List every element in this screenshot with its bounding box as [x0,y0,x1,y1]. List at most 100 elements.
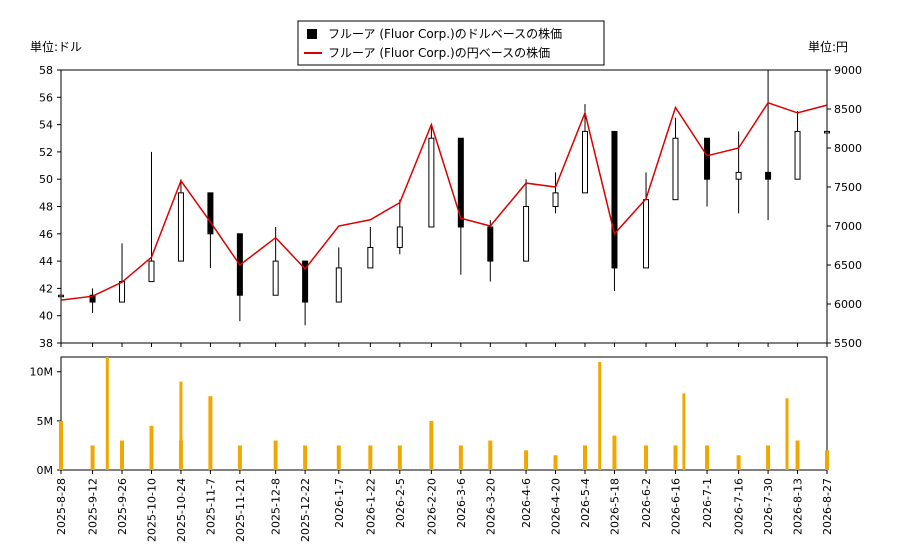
volume-bar [429,420,434,470]
left-tick-label: 58 [39,64,53,77]
candle-body [367,246,374,269]
volume-bar [303,445,308,470]
legend-dollar-marker [307,29,317,39]
volume-bar [705,445,710,470]
volume-bar [59,420,63,470]
x-tick-label: 2026-2-5 [394,478,407,528]
x-tick-label: 2026-7-16 [733,478,746,535]
left-tick-label: 40 [39,310,53,323]
volume-y-axis: 0M 5M 10M [30,366,61,477]
volume-bar [795,440,800,470]
candle-body [272,260,279,296]
volume-plot-frame [60,356,828,471]
legend: フルーア (Fluor Corp.)のドルベースの株価 フルーア (Fluor … [297,20,605,66]
candle-body [581,130,588,194]
candle-body [765,171,772,180]
x-tick-label: 2026-1-7 [333,478,346,528]
candle-body [611,130,618,269]
volume-tick-label: 10M [30,366,54,379]
volume-bar [120,440,125,470]
left-tick-label: 52 [39,146,53,159]
price-plot-frame [60,69,828,344]
x-axis: 2025-8-28 2025-9-12 2025-9-26 2025-10-10 202… [55,343,834,542]
right-unit-label: 単位:円 [808,39,848,54]
x-tick-label: 2025-9-26 [116,478,129,535]
volume-spike-bar [208,396,212,470]
legend-yen-label: フルーア (Fluor Corp.)の円ベースの株価 [328,45,550,60]
candle-body [643,199,650,269]
volume-tick-label: 0M [37,464,54,477]
volume-bar [458,445,463,470]
x-tick-label: 2026-3-6 [455,478,468,528]
right-tick-label: 6500 [834,259,862,272]
candle-body [457,137,464,228]
x-tick-label: 2026-4-20 [550,478,563,535]
volume-bar [825,450,829,470]
left-tick-label: 44 [39,255,53,268]
x-tick-label: 2026-6-16 [669,478,682,535]
candle-body [396,226,403,248]
right-tick-label: 5500 [834,337,862,350]
volume-bar [612,435,617,470]
price-candles [58,70,830,326]
volume-spike-bar [598,361,602,470]
x-tick-label: 2026-8-13 [792,478,805,535]
volume-bars [59,357,829,470]
x-tick-label: 2026-8-27 [821,478,834,535]
candle-body [552,192,559,208]
left-y-axis: 38 40 42 44 46 48 50 52 54 56 58 [39,64,61,350]
candle-body [58,294,64,298]
left-tick-label: 42 [39,282,53,295]
volume-bar [273,440,278,470]
legend-dollar-label: フルーア (Fluor Corp.)のドルベースの株価 [328,26,562,41]
x-tick-label: 2025-8-28 [55,478,68,535]
candle-body [207,192,214,235]
volume-bar [553,455,558,470]
candle-body [148,260,155,283]
x-tick-label: 2025-10-10 [145,478,158,542]
volume-bar [766,445,771,470]
volume-bar [397,445,402,470]
x-tick-label: 2026-1-22 [364,478,377,535]
left-unit-label: 単位:ドル [30,39,82,54]
x-tick-label: 2026-5-18 [608,478,621,535]
volume-bar [673,445,678,470]
volume-bar [237,445,242,470]
left-tick-label: 48 [39,201,53,214]
volume-bar [488,440,493,470]
volume-bar [736,455,741,470]
candle-body [177,192,184,262]
right-tick-label: 7000 [834,220,862,233]
yen-price-line [60,101,828,301]
candle-body [428,137,435,228]
x-tick-label: 2026-3-20 [484,478,497,535]
left-tick-label: 38 [39,337,53,350]
volume-bar [336,445,341,470]
candle-body [672,137,679,201]
candle-body [523,206,530,262]
volume-bar [582,445,587,470]
x-tick-label: 2026-5-4 [579,478,592,528]
volume-bar [644,445,649,470]
candle-body [735,171,742,180]
right-tick-label: 8500 [834,103,862,116]
volume-spike-bar [105,357,109,470]
candle-body [302,260,309,303]
x-tick-label: 2025-12-22 [299,478,312,542]
volume-bar [90,445,95,470]
left-tick-label: 54 [39,119,53,132]
x-tick-label: 2026-6-2 [640,478,653,528]
x-tick-label: 2025-12-8 [270,478,283,535]
right-tick-label: 7500 [834,181,862,194]
candle-body [335,267,342,303]
x-tick-label: 2025-10-24 [175,478,188,542]
x-tick-label: 2025-11-7 [204,478,217,535]
left-tick-label: 56 [39,91,53,104]
x-tick-label: 2026-4-6 [520,478,533,528]
left-tick-label: 46 [39,228,53,241]
right-tick-label: 8000 [834,142,862,155]
candle-body [704,137,711,180]
volume-spike-bar [179,381,183,470]
volume-bar [368,445,373,470]
